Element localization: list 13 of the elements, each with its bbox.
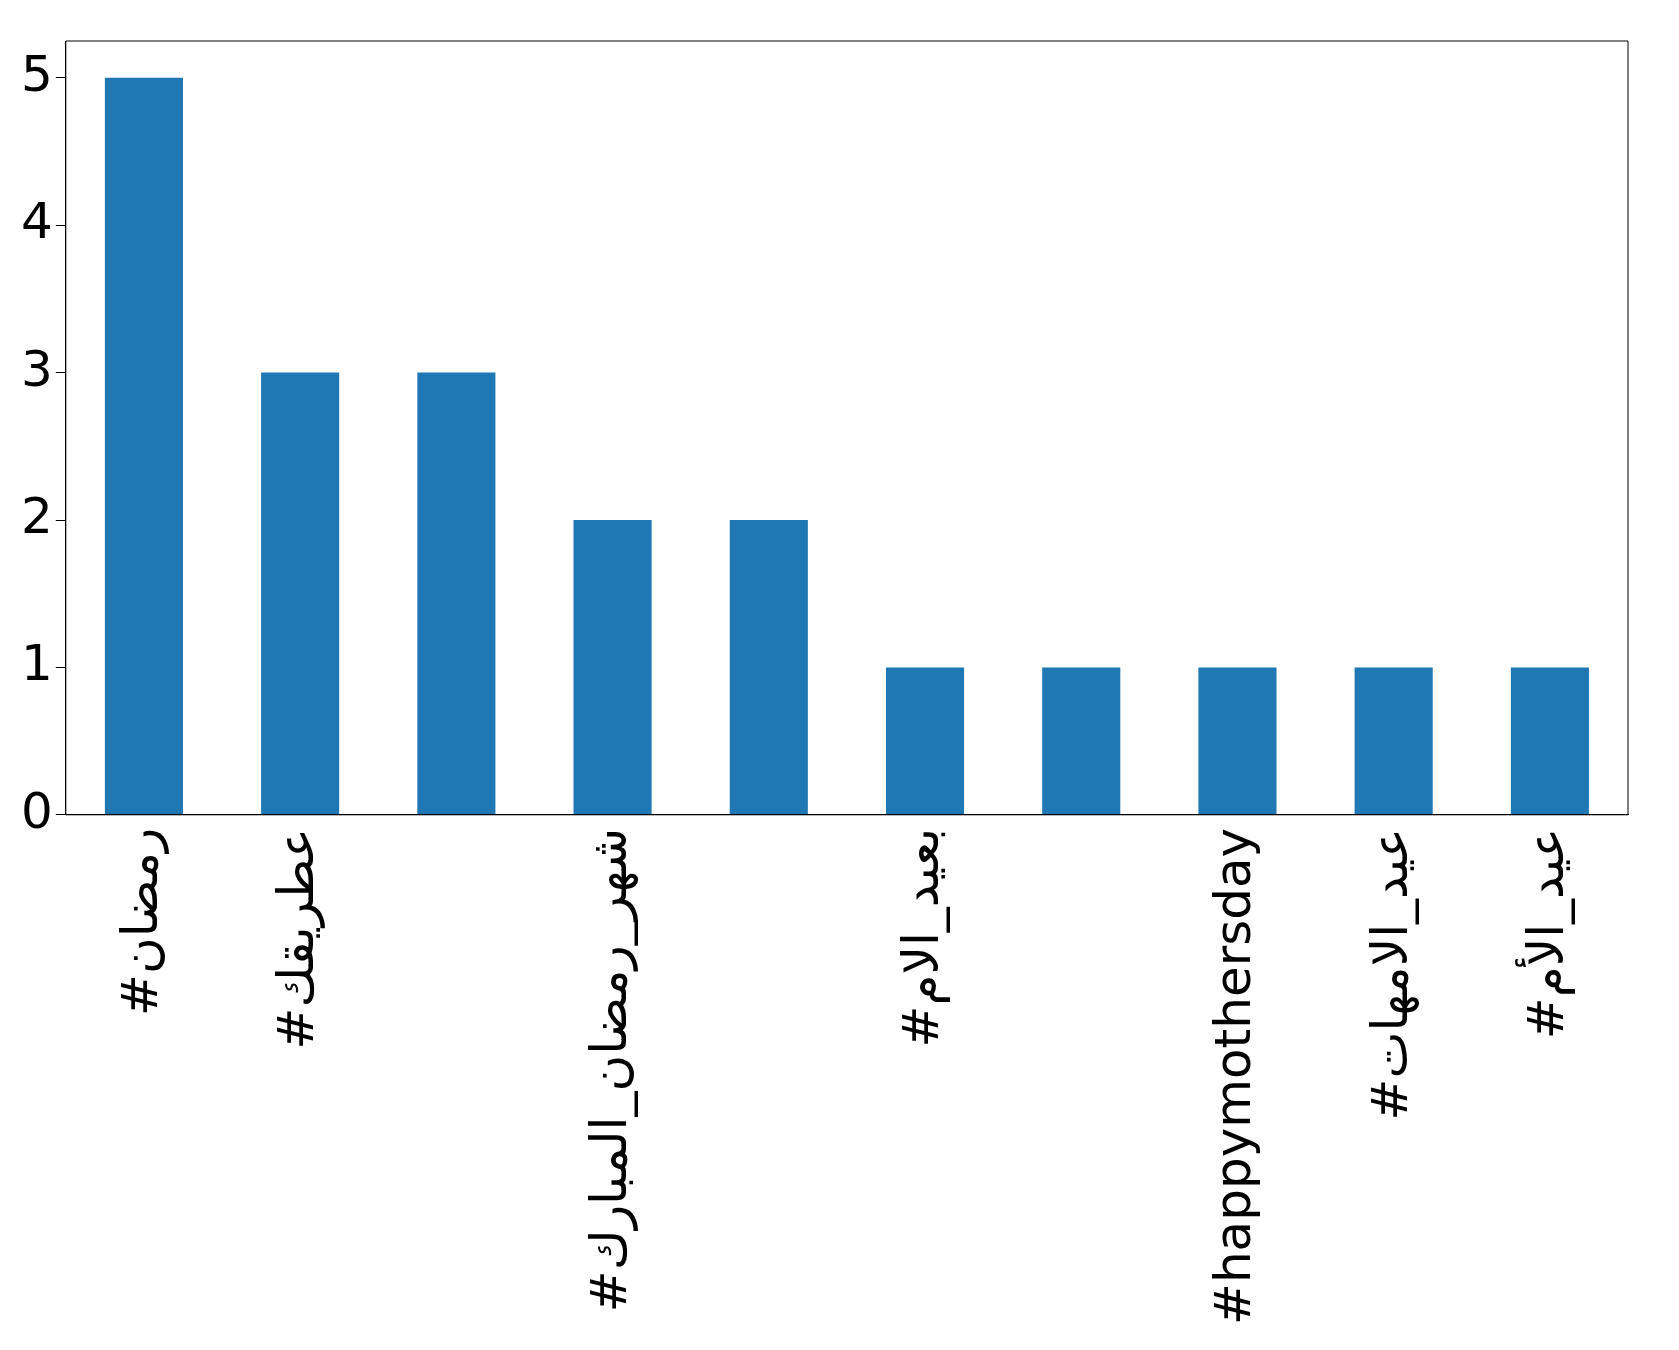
y-tick-label: 5 [21, 44, 53, 103]
x-tick-label: #عطريقك [267, 827, 326, 1050]
y-tick-label: 1 [21, 634, 53, 693]
y-tick-label: 2 [21, 486, 53, 545]
y-tick-label: 4 [21, 192, 53, 251]
y-tick-label: 0 [21, 781, 53, 840]
x-tick-label: #عيد_الأم [1514, 827, 1575, 1040]
y-tick-label: 3 [21, 339, 53, 398]
x-tick-label: #رمضان [110, 827, 169, 1016]
x-tick-label: #بعيد_الام [892, 827, 950, 1048]
x-tick-label: #happymothersday [1204, 827, 1263, 1325]
x-tick-label: #عيد_الامهات [1360, 827, 1420, 1121]
x-tick-label: #شهر_رمضان_المبارك [579, 827, 639, 1313]
